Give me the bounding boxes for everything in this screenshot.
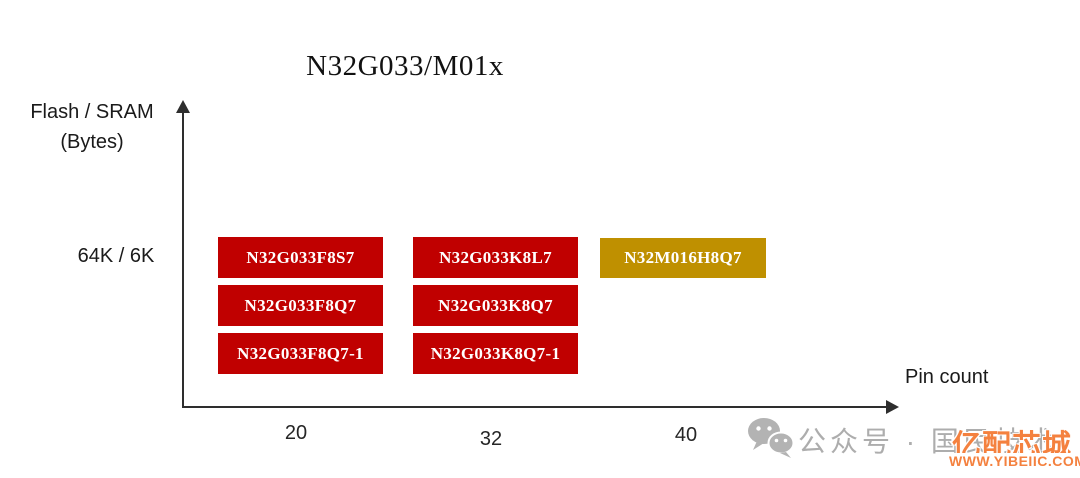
chip-box-n32m016h8q7: N32M016H8Q7 <box>600 238 766 278</box>
y-axis-label-line1: Flash / SRAM <box>30 101 154 123</box>
x-tick-20: 20 <box>284 422 308 444</box>
chip-box-n32g033f8q7: N32G033F8Q7 <box>218 285 383 326</box>
x-axis-line <box>182 406 889 408</box>
chip-box-n32g033f8s7: N32G033F8S7 <box>218 237 383 278</box>
x-axis-arrowhead-icon <box>886 400 899 414</box>
chip-box-n32g033k8q7-1: N32G033K8Q7-1 <box>413 333 578 374</box>
x-tick-32: 32 <box>479 428 503 450</box>
x-tick-40: 40 <box>674 424 698 446</box>
y-axis-tick-64k-6k: 64K / 6K <box>77 245 155 267</box>
y-axis-label-line2: (Bytes) <box>60 131 124 153</box>
diagram-title: N32G033/M01x <box>306 50 504 82</box>
wechat-icon <box>747 417 795 459</box>
watermark-site-url: WWW.YIBEIIC.COM <box>949 453 1080 469</box>
chip-box-n32g033f8q7-1: N32G033F8Q7-1 <box>218 333 383 374</box>
y-axis-arrowhead-icon <box>176 100 190 113</box>
chip-box-n32g033k8l7: N32G033K8L7 <box>413 237 578 278</box>
x-axis-label: Pin count <box>905 366 989 388</box>
watermark-account-text: 公众号 · 国民技术 <box>798 426 1059 457</box>
y-axis-line <box>182 112 184 407</box>
chip-box-n32g033k8q7: N32G033K8Q7 <box>413 285 578 326</box>
y-axis-label: Flash / SRAM (Bytes) <box>8 97 176 157</box>
